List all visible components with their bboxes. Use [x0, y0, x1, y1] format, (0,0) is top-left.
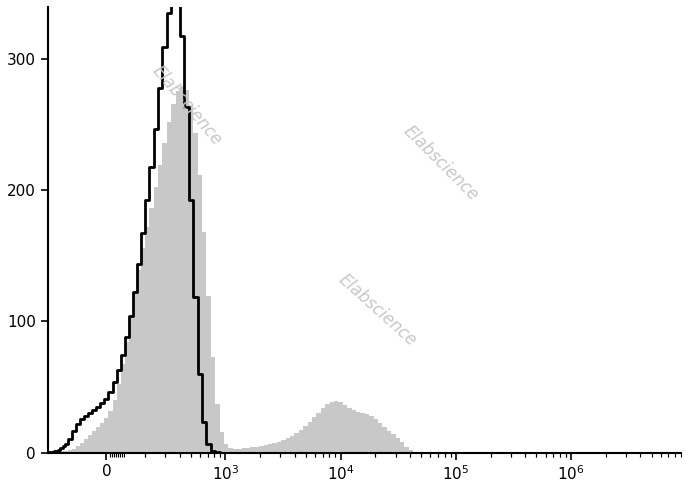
Text: Elabscience: Elabscience	[149, 62, 226, 148]
Text: Elabscience: Elabscience	[399, 122, 482, 204]
Text: Elabscience: Elabscience	[334, 270, 420, 349]
